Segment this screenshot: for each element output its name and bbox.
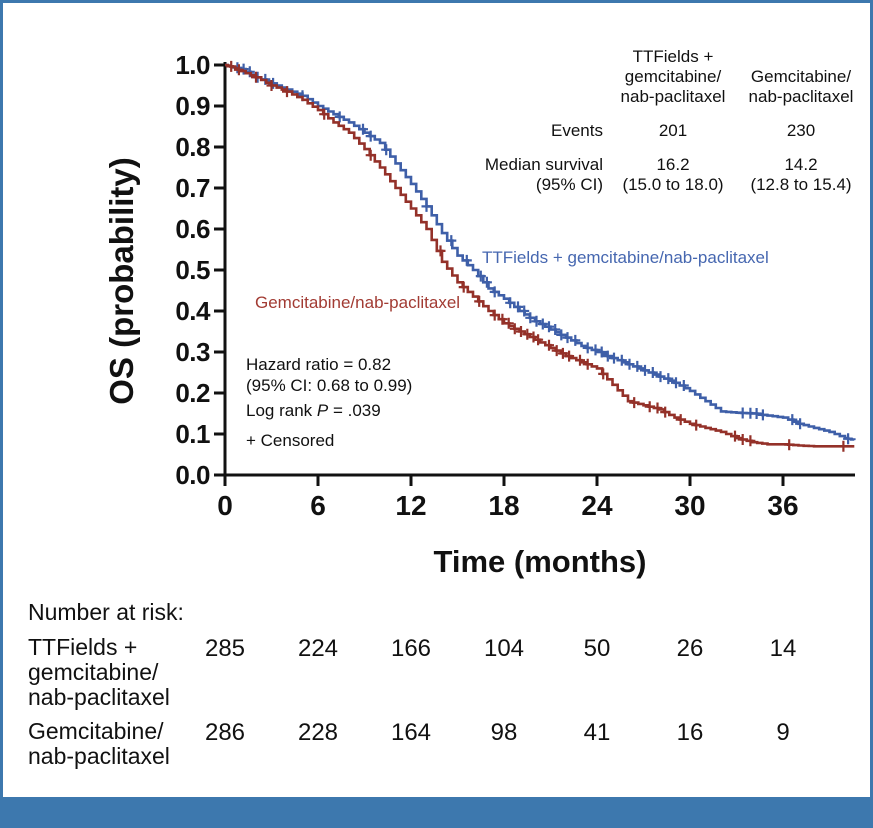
y-tick-label: 0.4 <box>175 296 210 326</box>
stats-row-label-median: Median survival (95% CI) <box>484 155 603 194</box>
stats-col-header-ttfields: TTFields + gemcitabine/ nab-paclitaxel <box>620 47 726 106</box>
risk-value: 224 <box>297 635 339 662</box>
x-tick-label: 18 <box>488 490 520 521</box>
y-tick-label: 0.3 <box>175 337 210 367</box>
risk-value: 41 <box>583 719 611 746</box>
risk-value: 98 <box>490 719 518 746</box>
y-tick-label: 0.9 <box>175 91 210 121</box>
risk-table-title: Number at risk: <box>28 599 184 625</box>
risk-value: 16 <box>676 719 704 746</box>
risk-value: 285 <box>204 635 246 662</box>
logrank-prefix: Log rank <box>246 401 317 420</box>
y-tick-label: 0.1 <box>175 419 210 449</box>
risk-value: 50 <box>583 635 611 662</box>
gemcitabine-censor-marks <box>226 60 849 452</box>
stats-median-ttfields: 16.2 (15.0 to 18.0) <box>622 155 724 194</box>
risk-value: 286 <box>204 719 246 746</box>
y-tick-label: 1.0 <box>175 50 210 80</box>
km-plot-canvas <box>214 60 856 486</box>
stats-events-ttfields: 201 <box>658 121 688 140</box>
stats-spacer <box>443 107 867 121</box>
censored-legend: + Censored <box>246 431 335 450</box>
series-label-gemcitabine: Gemcitabine/nab-paclitaxel <box>255 293 461 312</box>
x-tick-label: 36 <box>767 490 799 521</box>
risk-value: 14 <box>769 635 797 662</box>
series-label-ttfields: TTFields + gemcitabine/nab-paclitaxel <box>482 248 769 267</box>
logrank-annotation: Log rank P = .039 <box>246 401 381 421</box>
stats-col-header-gemcitabine: Gemcitabine/ nab-paclitaxel <box>748 67 854 106</box>
x-axis-title: Time (months) <box>433 544 647 579</box>
risk-value: 166 <box>390 635 432 662</box>
risk-row-label: TTFields + gemcitabine/ nab-paclitaxel <box>28 634 170 710</box>
y-tick-label: 0.5 <box>175 255 210 285</box>
risk-value: 228 <box>297 719 339 746</box>
stats-spacer <box>443 141 867 155</box>
y-axis-title: OS (probability) <box>103 157 140 405</box>
hazard-ratio-annotation: Hazard ratio = 0.82 (95% CI: 0.68 to 0.9… <box>246 354 412 396</box>
stats-events-gemcitabine: 230 <box>786 121 816 140</box>
y-tick-label: 0.8 <box>175 132 210 162</box>
summary-stats-table: TTFields + gemcitabine/ nab-paclitaxel G… <box>443 47 867 195</box>
x-tick-label: 12 <box>395 490 427 521</box>
risk-value: 9 <box>776 719 790 746</box>
hazard-ratio-ci-text: (95% CI: 0.68 to 0.99) <box>246 376 413 395</box>
logrank-p-symbol: P <box>316 401 329 420</box>
y-tick-label: 0.6 <box>175 214 210 244</box>
footer-accent-bar <box>3 797 870 825</box>
logrank-value: = .039 <box>328 401 381 420</box>
x-tick-label: 24 <box>581 490 613 521</box>
risk-value: 26 <box>676 635 704 662</box>
y-tick-label: 0.2 <box>175 378 210 408</box>
x-tick-label: 0 <box>217 490 233 521</box>
x-tick-label: 6 <box>310 490 326 521</box>
risk-row-label: Gemcitabine/ nab-paclitaxel <box>28 718 170 769</box>
risk-value: 164 <box>390 719 432 746</box>
y-tick-label: 0.0 <box>175 460 210 490</box>
risk-value: 104 <box>483 635 525 662</box>
hazard-ratio-text: Hazard ratio = 0.82 <box>246 355 392 374</box>
y-tick-label: 0.7 <box>175 173 210 203</box>
stats-row-label-events: Events <box>551 121 603 140</box>
stats-median-gemcitabine: 14.2 (12.8 to 15.4) <box>750 155 852 194</box>
x-tick-label: 30 <box>674 490 706 521</box>
